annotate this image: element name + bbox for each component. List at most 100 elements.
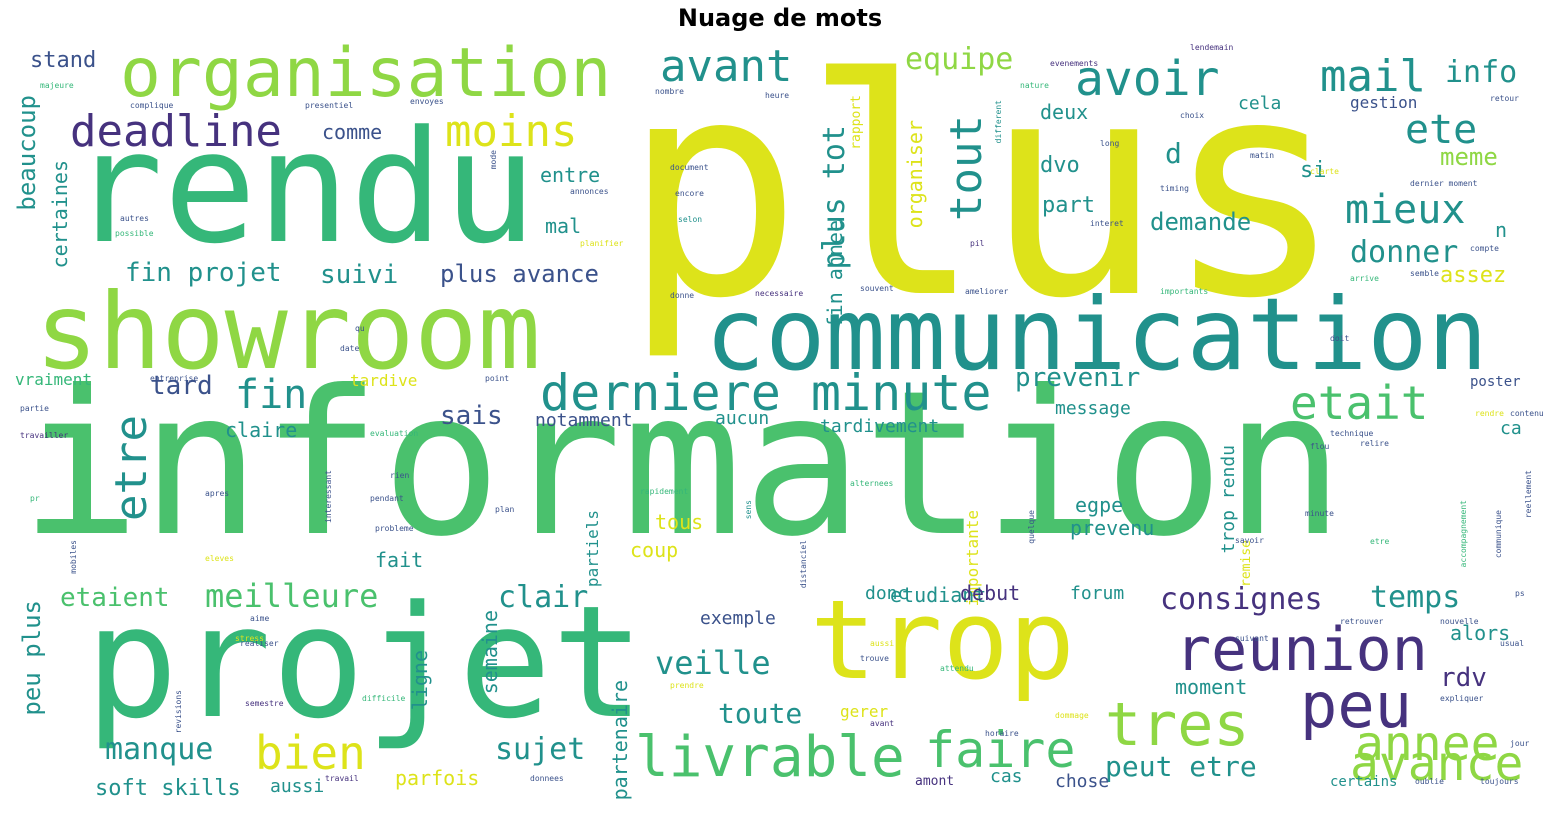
cloud-word: travailler: [20, 431, 69, 440]
cloud-word: semaine: [478, 610, 502, 695]
cloud-word: rdv: [1440, 663, 1487, 693]
cloud-word: organiser: [903, 120, 927, 229]
cloud-word: expliquer: [1440, 694, 1484, 703]
cloud-word: horaire: [985, 729, 1019, 738]
cloud-word: rapport: [849, 95, 864, 150]
cloud-word: exemple: [700, 608, 776, 629]
cloud-word: rendu: [70, 97, 537, 278]
cloud-word: pil: [970, 239, 985, 248]
cloud-word: necessaire: [755, 289, 804, 298]
cloud-word: retour: [1490, 94, 1519, 103]
cloud-word: encore: [675, 189, 704, 198]
cloud-word: rendre: [1475, 409, 1504, 418]
cloud-word: demande: [1150, 208, 1252, 236]
cloud-word: alors: [1450, 621, 1511, 645]
cloud-word: donne: [670, 291, 695, 300]
cloud-word: lendemain: [1190, 43, 1234, 52]
cloud-word: presentiel: [305, 101, 354, 110]
cloud-word: partiels: [583, 510, 602, 588]
cloud-word: qu: [355, 324, 365, 333]
cloud-word: interessant: [324, 470, 333, 523]
cloud-word: donnees: [530, 774, 564, 783]
cloud-word: etaient: [60, 583, 170, 613]
cloud-word: nouvelle: [1440, 617, 1479, 626]
cloud-word: amont: [915, 774, 955, 789]
cloud-word: etre: [106, 415, 157, 521]
cloud-word: dernier moment: [1410, 179, 1478, 188]
cloud-word: bien: [255, 726, 366, 780]
cloud-word: parfois: [395, 766, 480, 790]
cloud-word: usual: [1500, 639, 1525, 648]
cloud-word: comme: [322, 120, 383, 144]
cloud-word: info: [1445, 55, 1518, 90]
cloud-word: mail: [1320, 51, 1426, 102]
cloud-word: gerer: [840, 702, 889, 721]
cloud-word: tardive: [350, 371, 418, 390]
cloud-word: compte: [1470, 244, 1499, 253]
cloud-word: envoyes: [410, 97, 444, 106]
cloud-word: tous: [655, 510, 704, 534]
cloud-word: meilleure: [205, 577, 379, 615]
cloud-word: doit: [1330, 334, 1350, 343]
cloud-word: sais: [440, 401, 503, 431]
cloud-word: complique: [130, 101, 174, 110]
cloud-word: moins: [445, 106, 578, 157]
cloud-word: beaucoup: [13, 95, 41, 211]
cloud-word: retrouver: [1340, 617, 1384, 626]
cloud-word: avant: [870, 719, 895, 728]
cloud-word: quelque: [1027, 510, 1036, 544]
cloud-word: clair: [498, 580, 589, 615]
cloud-word: etait: [1290, 376, 1429, 430]
page-title: Nuage de mots: [677, 4, 883, 32]
cloud-word: claire: [225, 418, 298, 442]
cloud-word: peut etre: [1105, 750, 1257, 783]
cloud-word: suivi: [320, 260, 399, 290]
cloud-word: attendu: [940, 664, 974, 673]
cloud-word: pendant: [370, 494, 404, 503]
cloud-word: annonces: [570, 187, 609, 196]
cloud-word: arrive: [1350, 274, 1379, 283]
cloud-word: toujours: [1480, 777, 1519, 786]
cloud-word: tres: [1105, 690, 1250, 760]
cloud-word: plus: [622, 40, 1345, 364]
cloud-word: certaines: [48, 160, 72, 269]
cloud-word: dvo: [1040, 153, 1080, 178]
cloud-word: etre: [1370, 537, 1390, 546]
cloud-word: certains: [1330, 774, 1398, 790]
cloud-word: relire: [1360, 439, 1389, 448]
cloud-word: planifier: [580, 239, 624, 248]
cloud-word: assez: [1440, 263, 1507, 288]
cloud-word: communique: [1494, 510, 1503, 559]
cloud-word: rapidement: [640, 487, 689, 496]
cloud-word: peu plus: [18, 600, 46, 716]
cloud-word: coup: [630, 538, 679, 562]
cloud-word: oublie: [1415, 777, 1444, 786]
cloud-word: projet: [85, 572, 645, 753]
cloud-word: faire: [925, 721, 1076, 779]
cloud-word: souvent: [860, 284, 894, 293]
cloud-word: tout: [941, 115, 992, 221]
cloud-word: egpe: [1075, 493, 1124, 517]
cloud-word: fin annee: [823, 220, 847, 329]
cloud-word: part: [1042, 193, 1095, 218]
cloud-word: trouve: [860, 654, 889, 663]
cloud-word: debut: [960, 581, 1021, 605]
cloud-word: reellement: [1524, 470, 1533, 519]
cloud-word: cas: [990, 766, 1023, 787]
cloud-word: prevenu: [1070, 516, 1155, 540]
cloud-word: entreprise: [150, 374, 199, 383]
cloud-word: stress: [235, 634, 264, 643]
cloud-word: sens: [744, 500, 753, 520]
cloud-word: choix: [1180, 111, 1205, 120]
cloud-word: tardivement: [820, 416, 940, 437]
cloud-word: showroom: [35, 271, 541, 393]
cloud-word: manque: [105, 732, 214, 767]
cloud-word: long: [1100, 139, 1120, 148]
cloud-word: pr: [30, 494, 40, 503]
cloud-word: apres: [205, 489, 230, 498]
cloud-word: nature: [1020, 81, 1049, 90]
cloud-word: aucun: [715, 408, 770, 429]
cloud-word: ete: [1405, 107, 1478, 153]
cloud-word: donc: [865, 583, 909, 604]
cloud-word: savoir: [1235, 536, 1264, 545]
